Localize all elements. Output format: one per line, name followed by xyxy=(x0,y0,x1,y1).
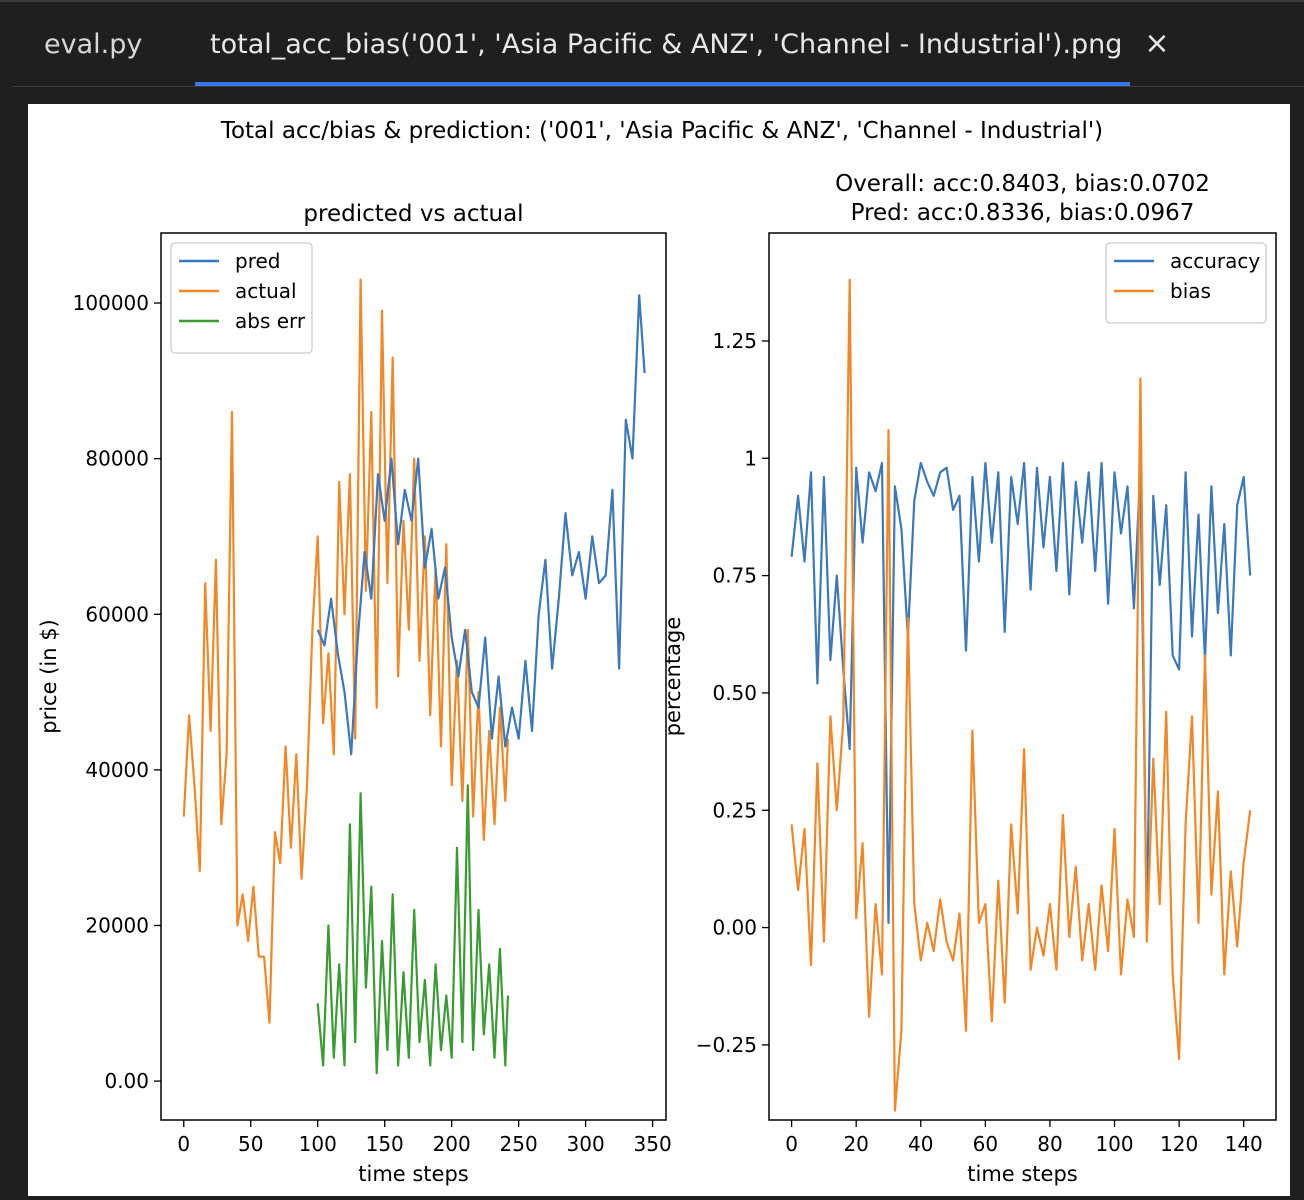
y-tick-label: 1.25 xyxy=(712,329,757,353)
tab-eval-py[interactable]: eval.py xyxy=(44,4,142,84)
y-tick-label: 0.50 xyxy=(712,681,757,705)
x-tick-label: 200 xyxy=(433,1132,471,1156)
x-tick-label: 60 xyxy=(973,1132,998,1156)
legend-box xyxy=(1105,242,1267,324)
chart-title: Pred: acc:0.8336, bias:0.0967 xyxy=(851,200,1195,226)
y-tick-label: 60000 xyxy=(85,602,149,626)
x-tick-label: 40 xyxy=(908,1132,933,1156)
tab-label: eval.py xyxy=(44,28,143,60)
x-tick-label: 300 xyxy=(567,1132,605,1156)
close-icon[interactable]: × xyxy=(1144,26,1170,61)
x-tick-label: 350 xyxy=(634,1132,672,1156)
chart-title: predicted vs actual xyxy=(303,201,523,227)
x-axis-label: time steps xyxy=(358,1162,469,1186)
plot-frame xyxy=(768,232,1277,1121)
y-tick-label: 1 xyxy=(744,446,757,470)
x-tick-label: 150 xyxy=(366,1132,404,1156)
plot-frame xyxy=(160,232,667,1121)
y-axis-label: price (in $) xyxy=(37,619,61,734)
x-tick-label: 80 xyxy=(1037,1132,1062,1156)
series-accuracy-line xyxy=(790,461,1252,929)
divider xyxy=(12,86,1304,87)
chart-legend: pred actual abs err xyxy=(170,242,313,354)
x-tick-label: 20 xyxy=(843,1132,868,1156)
x-tick-label: 0 xyxy=(785,1132,798,1156)
y-tick-label: −0.25 xyxy=(696,1033,757,1057)
active-tab-indicator xyxy=(195,82,1130,86)
x-tick-label: 100 xyxy=(1095,1132,1133,1156)
x-tick-label: 140 xyxy=(1225,1132,1263,1156)
tab-label: total_acc_bias('001', 'Asia Pacific & AN… xyxy=(210,28,1123,60)
x-tick-label: 50 xyxy=(238,1132,263,1156)
legend-label-actual: actual xyxy=(235,279,297,303)
tab-image-file[interactable]: total_acc_bias('001', 'Asia Pacific & AN… xyxy=(195,4,1170,84)
legend-box xyxy=(170,242,313,354)
chart-1: predicted vs actual 0 50 100 150 200 250 300 350… xyxy=(37,201,672,1186)
legend-label-accuracy: accuracy xyxy=(1170,249,1260,273)
chart-title: Overall: acc:0.8403, bias:0.0702 xyxy=(835,171,1210,197)
legend-label-pred: pred xyxy=(235,249,280,273)
chart-2: Overall: acc:0.8403, bias:0.0702 Pred: ac… xyxy=(661,171,1277,1186)
image-viewer: Total acc/bias & prediction: ('001', 'As… xyxy=(28,104,1290,1196)
x-tick-label: 250 xyxy=(500,1132,538,1156)
y-tick-label: 80000 xyxy=(85,447,149,471)
chart-legend: accuracy bias xyxy=(1105,242,1267,324)
series-pred-line xyxy=(316,294,646,756)
y-tick-label: 100000 xyxy=(73,291,149,315)
figure-suptitle: Total acc/bias & prediction: ('001', 'As… xyxy=(220,118,1103,144)
y-tick-label: 0.25 xyxy=(712,798,757,822)
y-tick-label: 40000 xyxy=(85,758,149,782)
y-tick-label: 20000 xyxy=(85,913,149,937)
x-tick-label: 0 xyxy=(177,1132,190,1156)
x-tick-label: 120 xyxy=(1160,1132,1198,1156)
figure-canvas: Total acc/bias & prediction: ('001', 'As… xyxy=(37,118,1277,1186)
y-axis-label: percentage xyxy=(661,617,685,737)
y-tick-label: 0.00 xyxy=(104,1069,149,1093)
y-tick-label: 0.75 xyxy=(712,564,757,588)
x-axis-label: time steps xyxy=(967,1162,1078,1186)
legend-label-bias: bias xyxy=(1170,279,1211,303)
legend-label-abs-err: abs err xyxy=(235,309,306,333)
series-bias-line xyxy=(790,278,1252,1112)
series-actual-line xyxy=(182,278,509,1024)
y-tick-label: 0.00 xyxy=(712,916,757,940)
series-abs-err-line xyxy=(316,784,509,1075)
tab-bar: eval.py total_acc_bias('001', 'Asia Paci… xyxy=(0,0,1304,88)
x-tick-label: 100 xyxy=(299,1132,337,1156)
